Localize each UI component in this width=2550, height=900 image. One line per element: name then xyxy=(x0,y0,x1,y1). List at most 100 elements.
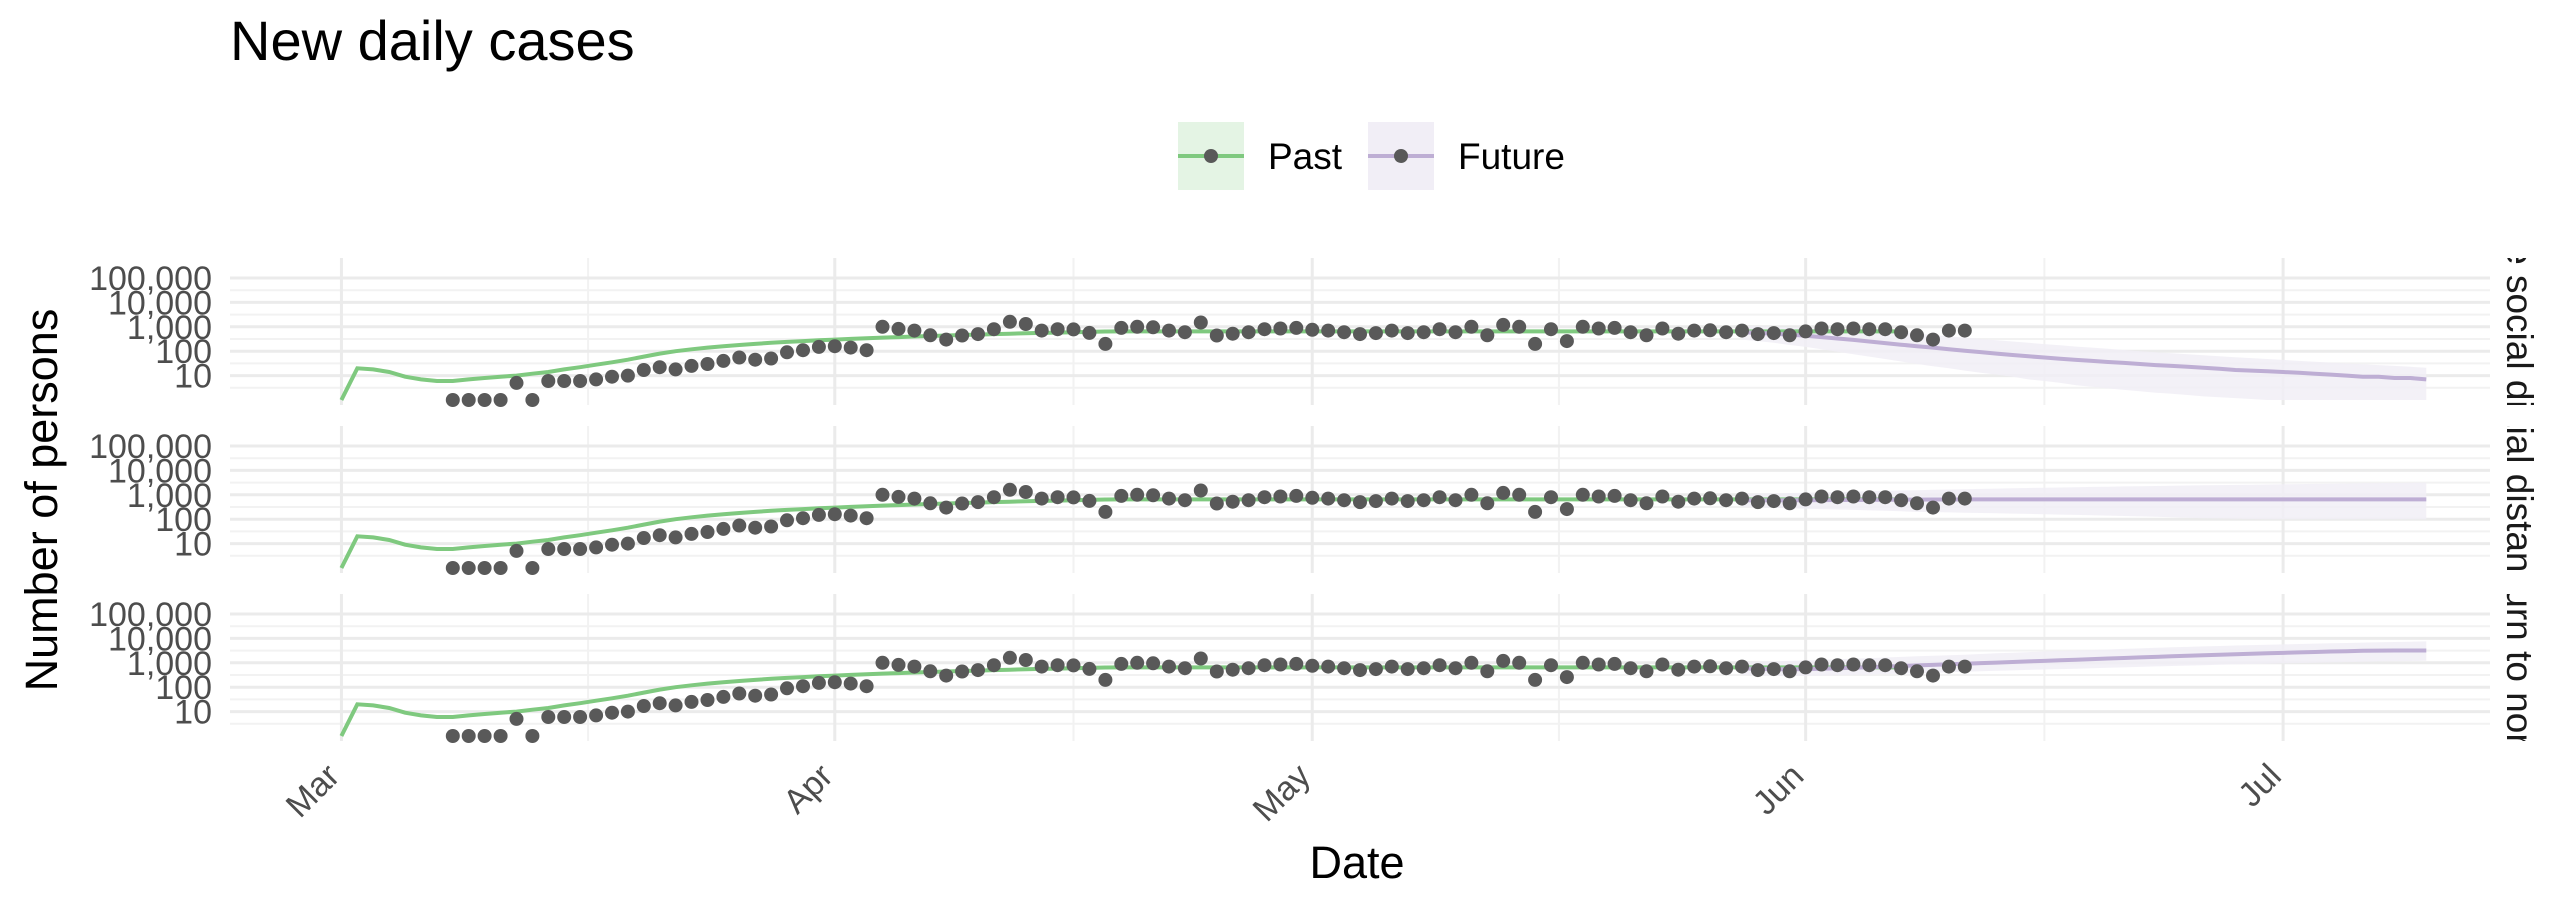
observed-point xyxy=(1591,489,1606,504)
observed-point xyxy=(955,496,970,511)
observed-point xyxy=(875,487,890,502)
observed-point xyxy=(1257,658,1272,673)
observed-point xyxy=(509,543,524,558)
y-tick-label: 10 xyxy=(174,358,212,396)
observed-point xyxy=(1018,317,1033,331)
observed-point xyxy=(1623,325,1638,340)
observed-point xyxy=(1862,322,1877,337)
observed-point xyxy=(1782,496,1797,511)
observed-point xyxy=(764,519,779,534)
observed-point xyxy=(875,319,890,334)
observed-point xyxy=(1130,319,1145,334)
observed-point xyxy=(1878,490,1893,505)
observed-point xyxy=(1034,323,1049,338)
observed-point xyxy=(1002,650,1017,665)
observed-point xyxy=(1384,323,1399,338)
observed-point xyxy=(1368,326,1383,341)
observed-point xyxy=(1782,664,1797,679)
chart-title: New daily cases xyxy=(230,9,635,72)
observed-point xyxy=(1337,493,1352,508)
observed-point xyxy=(1575,655,1590,670)
observed-point xyxy=(668,530,683,545)
y-tick-label: 10 xyxy=(174,526,212,564)
observed-point xyxy=(1146,488,1161,503)
observed-point xyxy=(652,696,667,711)
observed-point xyxy=(1368,662,1383,677)
y-tick-label: 1,000 xyxy=(127,477,212,515)
observed-point xyxy=(1464,655,1479,670)
observed-point xyxy=(636,699,651,713)
y-tick-label: 100,000 xyxy=(89,428,212,466)
observed-point xyxy=(541,542,556,556)
observed-point xyxy=(1225,494,1240,509)
observed-point xyxy=(748,352,763,367)
observed-point xyxy=(1464,319,1479,334)
observed-point xyxy=(1957,323,1972,338)
observed-point xyxy=(1846,657,1861,672)
observed-point xyxy=(1305,658,1320,673)
observed-point xyxy=(1305,490,1320,505)
observed-point xyxy=(748,688,763,703)
observed-point xyxy=(1655,657,1670,672)
observed-point xyxy=(1273,321,1288,336)
observed-point xyxy=(1416,493,1431,508)
observed-point xyxy=(859,679,874,694)
observed-point xyxy=(1878,658,1893,673)
observed-point xyxy=(1337,661,1352,676)
observed-point xyxy=(1480,664,1495,679)
observed-point xyxy=(461,561,476,575)
observed-point xyxy=(1384,491,1399,506)
observed-point xyxy=(1591,657,1606,672)
observed-point xyxy=(1798,324,1813,339)
legend-point-future xyxy=(1394,149,1408,163)
observed-point xyxy=(1050,658,1065,673)
observed-point xyxy=(1384,659,1399,674)
observed-point xyxy=(477,729,492,743)
observed-point xyxy=(477,561,492,575)
strip-label: Continue social distancing xyxy=(2499,117,2540,547)
observed-point xyxy=(605,705,619,720)
observed-point xyxy=(1098,336,1113,351)
observed-point xyxy=(1289,656,1304,671)
observed-point xyxy=(1050,322,1065,337)
y-tick-label: 1,000 xyxy=(127,309,212,347)
observed-point xyxy=(1894,661,1909,676)
observed-point xyxy=(1639,664,1654,679)
observed-point xyxy=(796,679,810,694)
observed-point xyxy=(605,537,619,552)
observed-point xyxy=(700,357,715,371)
observed-point xyxy=(1368,494,1383,509)
observed-point xyxy=(684,358,699,373)
observed-point xyxy=(1018,485,1033,499)
observed-point xyxy=(1830,322,1845,337)
observed-point xyxy=(1814,321,1829,336)
observed-point xyxy=(1480,496,1495,511)
observed-point xyxy=(732,518,747,533)
y-tick-label: 100,000 xyxy=(89,260,212,298)
observed-point xyxy=(891,657,906,672)
observed-point xyxy=(1862,658,1877,673)
observed-point xyxy=(1846,321,1861,336)
observed-point xyxy=(939,332,954,347)
observed-point xyxy=(461,393,476,407)
future-fit-line xyxy=(1741,330,2427,382)
y-tick-label: 100 xyxy=(155,333,212,371)
strip-label: Return to normal xyxy=(2499,530,2540,806)
observed-point xyxy=(971,327,985,342)
observed-point xyxy=(493,729,508,743)
x-axis-title: Date xyxy=(1309,837,1404,888)
observed-point xyxy=(668,698,683,713)
observed-point xyxy=(668,362,683,377)
observed-point xyxy=(1512,655,1527,670)
observed-point xyxy=(1750,663,1765,678)
observed-point xyxy=(1926,668,1940,683)
y-tick-label: 10,000 xyxy=(108,452,212,490)
observed-point xyxy=(1528,336,1543,351)
observed-point xyxy=(557,710,572,724)
observed-point xyxy=(1432,658,1447,673)
observed-point xyxy=(1926,500,1940,515)
observed-point xyxy=(827,339,842,354)
observed-point xyxy=(1034,491,1049,506)
